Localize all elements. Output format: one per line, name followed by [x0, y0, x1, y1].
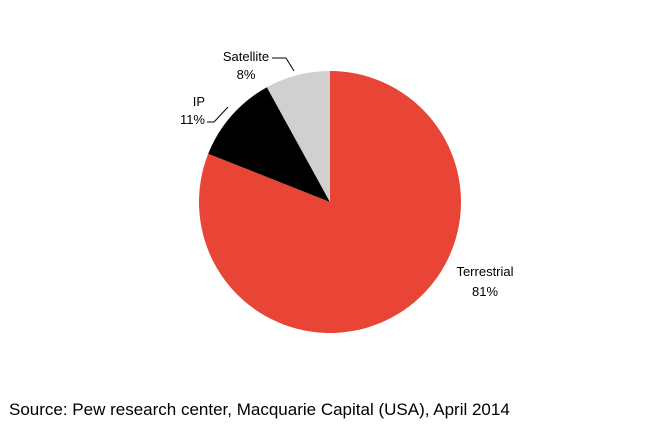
source-note: Source: Pew research center, Macquarie C…	[9, 400, 510, 419]
pie-chart: Terrestrial 81% IP 11% Satellite 8%	[180, 49, 514, 334]
slice-value-ip: 11%	[180, 112, 205, 127]
slice-labels: Terrestrial 81% IP 11% Satellite 8%	[180, 49, 514, 299]
slice-value-terrestrial: 81%	[472, 284, 498, 299]
pie-slices	[198, 71, 462, 334]
slice-value-satellite: 8%	[237, 67, 256, 82]
leader-lines	[207, 57, 295, 123]
slice-label-terrestrial: Terrestrial	[456, 264, 513, 279]
leader-line-satellite	[272, 57, 295, 72]
slice-label-satellite: Satellite	[223, 49, 269, 64]
leader-line-ip	[207, 106, 229, 123]
slice-label-ip: IP	[193, 94, 205, 109]
pie-chart-svg: Terrestrial 81% IP 11% Satellite 8%	[180, 49, 514, 334]
pie-slice-satellite	[266, 71, 330, 202]
pie-slice-ip	[208, 87, 330, 202]
pie-slice-terrestrial	[198, 71, 462, 334]
